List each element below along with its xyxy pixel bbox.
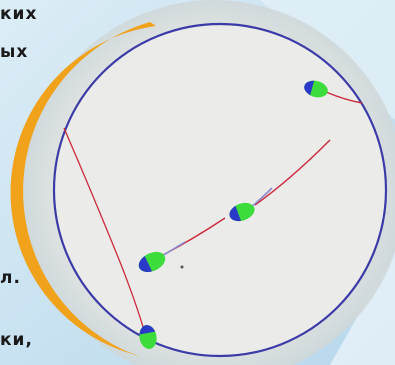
particle: [181, 266, 184, 269]
petri-dish: [54, 24, 386, 356]
text-fragment: л.: [0, 268, 21, 288]
text-fragment: ых: [0, 42, 28, 62]
text-fragment: ких: [0, 4, 37, 24]
text-fragment: ки,: [0, 330, 33, 350]
